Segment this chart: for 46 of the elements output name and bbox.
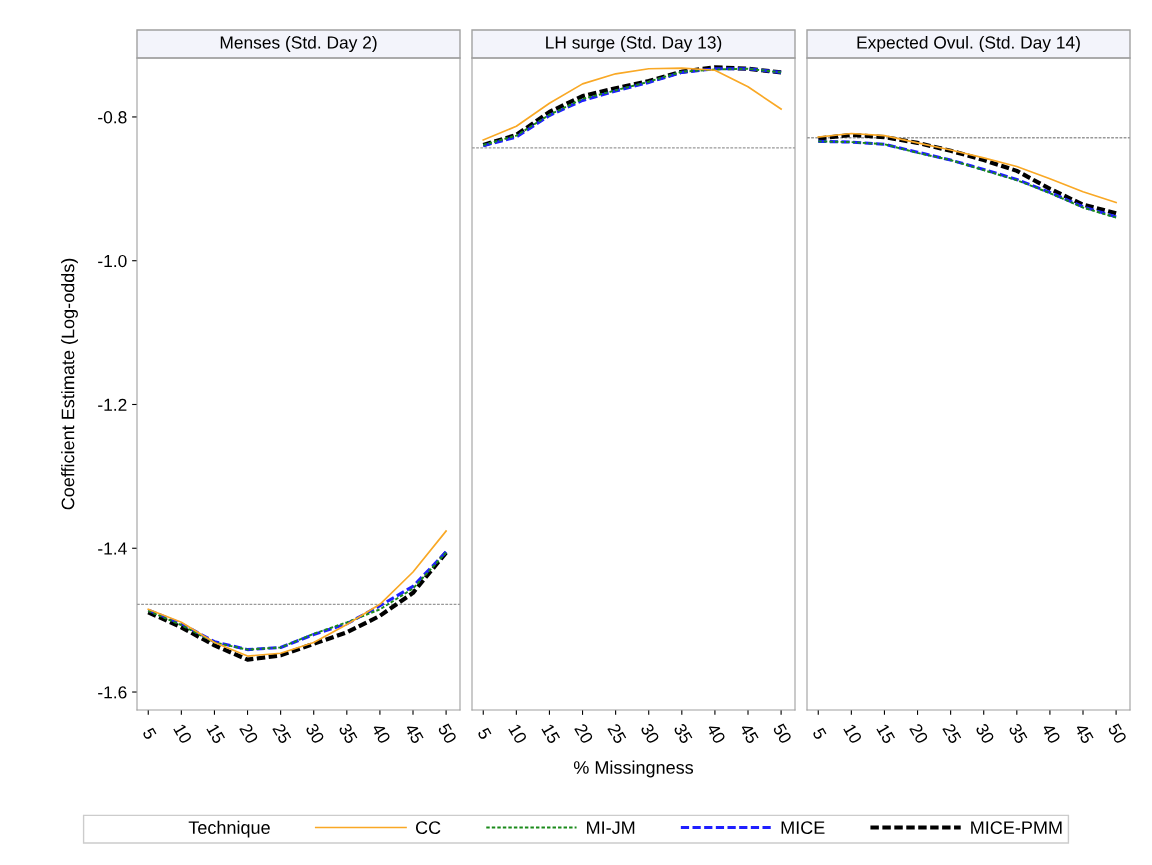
x-tick-label: 35 [1008, 722, 1028, 745]
legend-label: CC [415, 821, 441, 835]
x-tick-label: 5 [142, 727, 157, 741]
x-tick-label: 35 [338, 722, 358, 745]
x-tick-label: 10 [843, 723, 863, 745]
x-tick-label: 5 [812, 727, 827, 741]
y-tick-label: -1.2 [98, 398, 127, 411]
x-tick-label: 40 [371, 722, 392, 745]
legend-label: MICE [781, 821, 825, 835]
x-tick-label: 5 [477, 727, 492, 741]
x-tick-label: 35 [673, 722, 693, 745]
x-tick-label: 15 [876, 723, 896, 745]
x-tick-label: 15 [541, 723, 561, 745]
x-tick-label: 25 [272, 722, 292, 745]
chart-title: Menses (Std. Day 2) [220, 35, 377, 53]
x-tick-label: 10 [173, 723, 193, 745]
x-tick-label: 45 [1074, 722, 1094, 745]
legend-label: MICE-PMM [971, 821, 1062, 835]
x-tick-label: 30 [975, 722, 995, 745]
x-tick-label: 10 [508, 723, 528, 745]
x-tick-label: 15 [206, 723, 226, 745]
x-tick-label: 40 [706, 722, 727, 745]
x-tick-label: 50 [437, 722, 458, 745]
x-tick-label: 30 [305, 722, 325, 745]
x-tick-label: 50 [1107, 722, 1128, 745]
x-tick-label: 30 [640, 722, 660, 745]
x-tick-label: 40 [1041, 722, 1062, 745]
x-tick-label: 20 [574, 722, 594, 745]
x-tick-label: 45 [404, 722, 424, 745]
x-tick-label: 45 [739, 722, 759, 745]
chart-title: LH surge (Std. Day 13) [546, 35, 722, 53]
y-tick-label: -1.6 [98, 686, 127, 699]
chart-title: Expected Ovul. (Std. Day 14) [857, 35, 1080, 53]
x-tick-label: 20 [909, 722, 929, 745]
line-series [147, 530, 447, 657]
x-axis-title: % Missingness [573, 760, 694, 778]
x-tick-label: 50 [772, 722, 793, 745]
y-axis-title: Coefficient Estimate (Log-odds) [61, 258, 78, 510]
legend-label: MI-JM [587, 821, 635, 835]
legend-title: Technique [188, 820, 270, 838]
x-tick-label: 25 [607, 722, 627, 745]
y-tick-label: -1.0 [98, 254, 127, 268]
x-tick-label: 20 [239, 722, 259, 745]
x-tick-label: 25 [942, 722, 962, 745]
y-tick-label: -1.4 [98, 542, 127, 555]
y-tick-label: -0.8 [98, 111, 127, 124]
